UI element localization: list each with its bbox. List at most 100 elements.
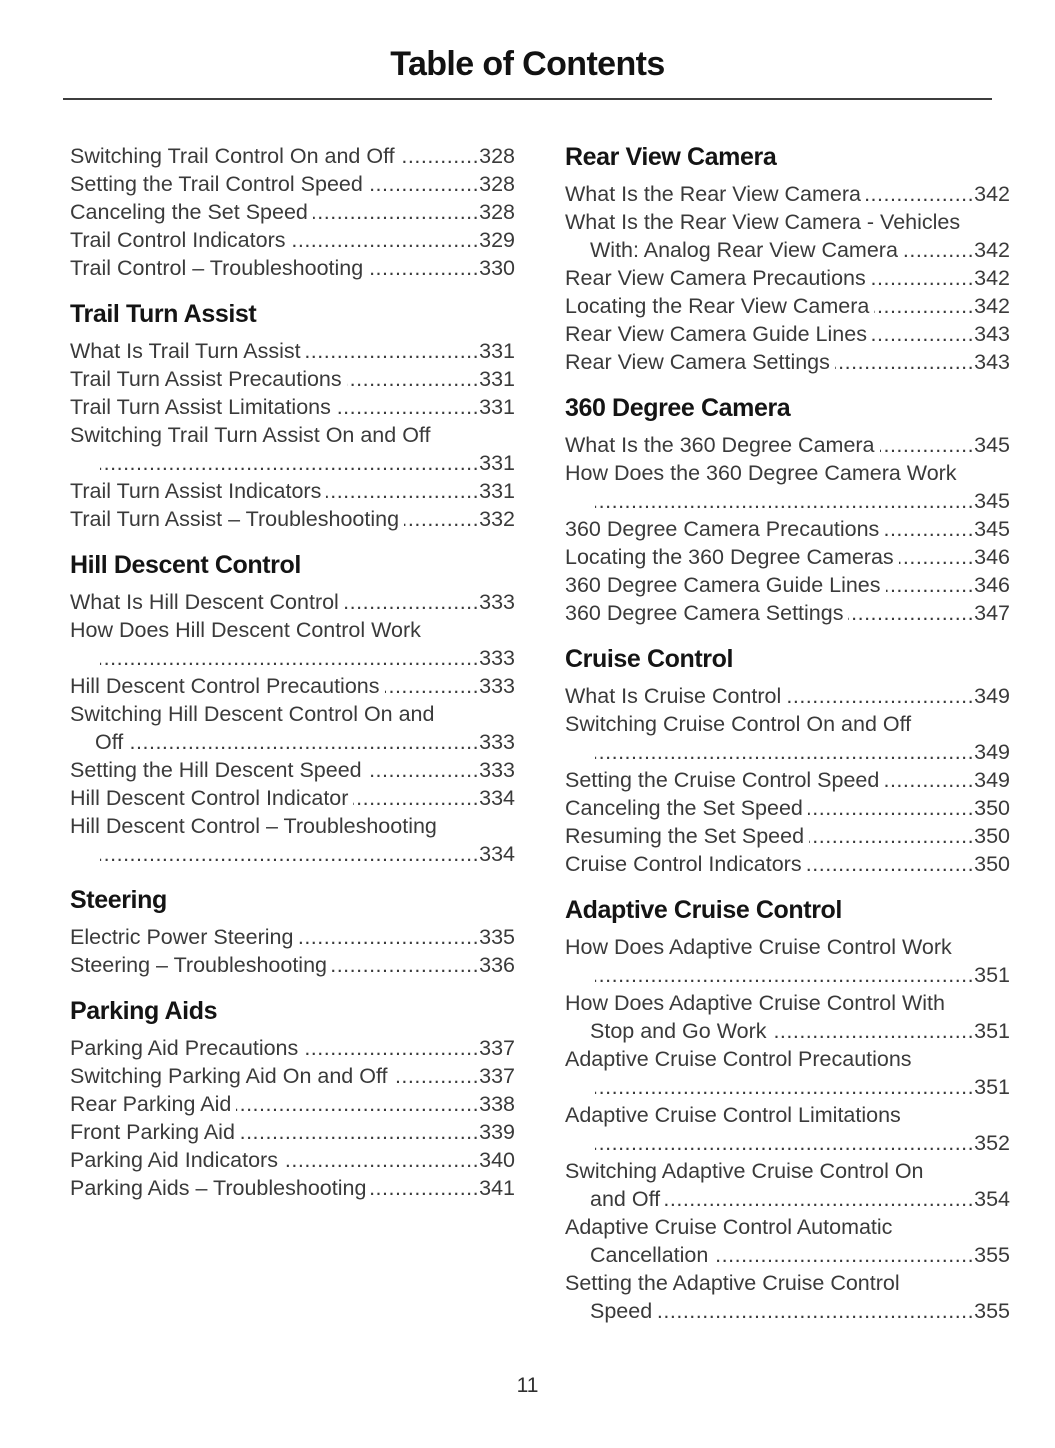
- entry-label: Front Parking Aid: [70, 1120, 235, 1144]
- entry-label: Rear View Camera Guide Lines: [565, 322, 867, 346]
- entry-label: Switching Adaptive Cruise Control On: [565, 1159, 924, 1183]
- entry-label: Setting the Trail Control Speed: [70, 172, 363, 196]
- entry-label: Parking Aid Indicators: [70, 1148, 278, 1172]
- entry-label: Switching Trail Control On and Off: [70, 144, 395, 168]
- toc-entry: What Is the Rear View Camera ...........…: [565, 180, 1010, 208]
- entry-wrap-line: With: Analog Rear View Camera ..........…: [565, 236, 1010, 264]
- toc-entry: Setting the Cruise Control Speed .......…: [565, 766, 1010, 794]
- entry-label: Rear View Camera Precautions: [565, 266, 866, 290]
- entry-label: Setting the Adaptive Cruise Control: [565, 1271, 900, 1295]
- dot-leader: ........................................…: [879, 433, 975, 457]
- entry-page: 342: [974, 238, 1010, 262]
- entry-label: Parking Aids – Troubleshooting: [70, 1176, 367, 1200]
- entry-wrap-line: ........................................…: [70, 449, 515, 477]
- page-title: Table of Contents: [390, 45, 665, 83]
- dot-leader: ........................................…: [872, 322, 975, 346]
- entry-label: Locating the 360 Degree Cameras: [565, 545, 894, 569]
- dot-leader: ........................................…: [236, 1092, 480, 1116]
- toc-entry: How Does Adaptive Cruise Control Work ..…: [565, 933, 1010, 989]
- entry-page: 328: [479, 172, 515, 196]
- entry-label: What Is the Rear View Camera - Vehicles: [565, 210, 961, 234]
- dot-leader: ........................................…: [807, 796, 975, 820]
- entry-page: 334: [479, 786, 515, 810]
- toc-entry: Trail Turn Assist Limitations ..........…: [70, 393, 515, 421]
- entry-page: 355: [974, 1299, 1010, 1323]
- section-entries: What Is the Rear View Camera ...........…: [565, 180, 1010, 376]
- entry-label: What Is Hill Descent Control: [70, 590, 339, 614]
- toc-section: Adaptive Cruise Control How Does Adaptiv…: [565, 895, 1010, 1325]
- entry-label: Resuming the Set Speed: [565, 824, 805, 848]
- entry-label: 360 Degree Camera Precautions: [565, 517, 880, 541]
- dot-leader: ........................................…: [306, 339, 480, 363]
- entry-page: 342: [974, 182, 1010, 206]
- dot-leader: ........................................…: [809, 824, 975, 848]
- dot-leader: ........................................…: [884, 517, 975, 541]
- dot-leader: ........................................…: [384, 674, 480, 698]
- entry-label: Trail Turn Assist Limitations: [70, 395, 331, 419]
- dot-leader: ........................................…: [835, 350, 975, 374]
- dot-leader: ........................................…: [312, 200, 480, 224]
- entry-label: What Is Cruise Control: [565, 684, 782, 708]
- section-entries: What Is the 360 Degree Camera ..........…: [565, 431, 1010, 627]
- entry-page: 343: [974, 322, 1010, 346]
- section-heading: Steering: [70, 886, 167, 914]
- section-heading: Cruise Control: [565, 645, 734, 673]
- section-heading: Rear View Camera: [565, 143, 777, 171]
- entry-wrap-line: ........................................…: [565, 1129, 1010, 1157]
- toc-entry: Adaptive Cruise Control Limitations ....…: [565, 1101, 1010, 1157]
- dot-leader: ........................................…: [290, 228, 480, 252]
- dot-leader: ........................................…: [100, 646, 480, 670]
- toc-entry: Switching Adaptive Cruise Control On and…: [565, 1157, 1010, 1213]
- toc-entry: Setting the Hill Descent Speed .........…: [70, 756, 515, 784]
- dot-leader: ........................................…: [100, 451, 480, 475]
- entry-page: 339: [479, 1120, 515, 1144]
- toc-section: Hill Descent Control What Is Hill Descen…: [70, 550, 515, 868]
- toc-entry: Front Parking Aid ......................…: [70, 1118, 515, 1146]
- entry-label: Cruise Control Indicators: [565, 852, 802, 876]
- entry-page: 330: [479, 256, 515, 280]
- dot-leader: ........................................…: [239, 1120, 480, 1144]
- toc-entry: Parking Aids – Troubleshooting .........…: [70, 1174, 515, 1202]
- page-header: Table of Contents: [0, 0, 1055, 100]
- toc-entry: Electric Power Steering ................…: [70, 923, 515, 951]
- dot-leader: ........................................…: [874, 294, 975, 318]
- section-heading: Hill Descent Control: [70, 551, 301, 579]
- entry-page: 333: [479, 646, 515, 670]
- dot-leader: ........................................…: [786, 684, 975, 708]
- toc-entry: What Is Cruise Control .................…: [565, 682, 1010, 710]
- entry-page: 331: [479, 479, 515, 503]
- entry-page: 328: [479, 200, 515, 224]
- entry-label: What Is Trail Turn Assist: [70, 339, 301, 363]
- dot-leader: ........................................…: [870, 266, 975, 290]
- dot-leader: ........................................…: [336, 395, 480, 419]
- section-heading: 360 Degree Camera: [565, 394, 791, 422]
- dot-leader: ........................................…: [128, 730, 480, 754]
- dot-leader: ........................................…: [368, 256, 480, 280]
- entry-label: How Does Adaptive Cruise Control Work: [565, 935, 952, 959]
- dot-leader: ........................................…: [595, 740, 975, 764]
- dot-leader: ........................................…: [404, 507, 480, 531]
- toc-section: Parking Aids Parking Aid Precautions ...…: [70, 996, 515, 1202]
- toc-column-right: Rear View Camera What Is the Rear View C…: [565, 142, 1010, 1325]
- entry-page: 349: [974, 740, 1010, 764]
- dot-leader: ........................................…: [332, 953, 480, 977]
- toc-entry: Parking Aid Precautions ................…: [70, 1034, 515, 1062]
- entry-label: Adaptive Cruise Control Limitations: [565, 1103, 901, 1127]
- dot-leader: ........................................…: [595, 1131, 975, 1155]
- entry-label: Hill Descent Control Precautions: [70, 674, 380, 698]
- entry-page: 337: [479, 1036, 515, 1060]
- entry-label: Electric Power Steering: [70, 925, 294, 949]
- dot-leader: ........................................…: [393, 1064, 480, 1088]
- entry-page: 331: [479, 367, 515, 391]
- entry-page: 346: [974, 545, 1010, 569]
- dot-leader: ........................................…: [848, 601, 975, 625]
- entry-wrap-line: ........................................…: [565, 738, 1010, 766]
- toc-section: Trail Turn Assist What Is Trail Turn Ass…: [70, 299, 515, 533]
- toc-section: Switching Trail Control On and Off .....…: [70, 142, 515, 282]
- entry-label: Adaptive Cruise Control Automatic: [565, 1215, 893, 1239]
- toc-entry: What Is Hill Descent Control ...........…: [70, 588, 515, 616]
- entry-label: What Is the Rear View Camera: [565, 182, 861, 206]
- entry-label: Hill Descent Control – Troubleshooting: [70, 814, 437, 838]
- toc-entry: Rear Parking Aid .......................…: [70, 1090, 515, 1118]
